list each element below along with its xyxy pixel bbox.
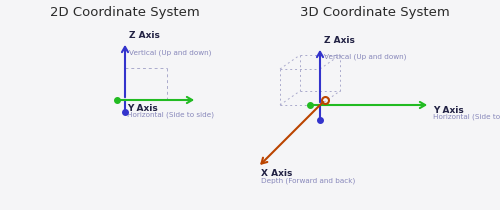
Text: Z Axis: Z Axis: [129, 31, 160, 40]
Text: Vertical (Up and down): Vertical (Up and down): [324, 54, 406, 60]
Text: Depth (Forward and back): Depth (Forward and back): [261, 177, 355, 184]
Text: Horizontal (Side to side): Horizontal (Side to side): [127, 112, 214, 118]
Text: Z Axis: Z Axis: [324, 36, 355, 45]
Text: Horizontal (Side to side): Horizontal (Side to side): [433, 114, 500, 121]
Text: 2D Coordinate System: 2D Coordinate System: [50, 6, 200, 19]
Text: X Axis: X Axis: [261, 169, 292, 178]
Text: Vertical (Up and down): Vertical (Up and down): [129, 49, 212, 55]
Text: Y Axis: Y Axis: [127, 104, 158, 113]
Text: 3D Coordinate System: 3D Coordinate System: [300, 6, 450, 19]
Text: Y Axis: Y Axis: [433, 106, 464, 115]
